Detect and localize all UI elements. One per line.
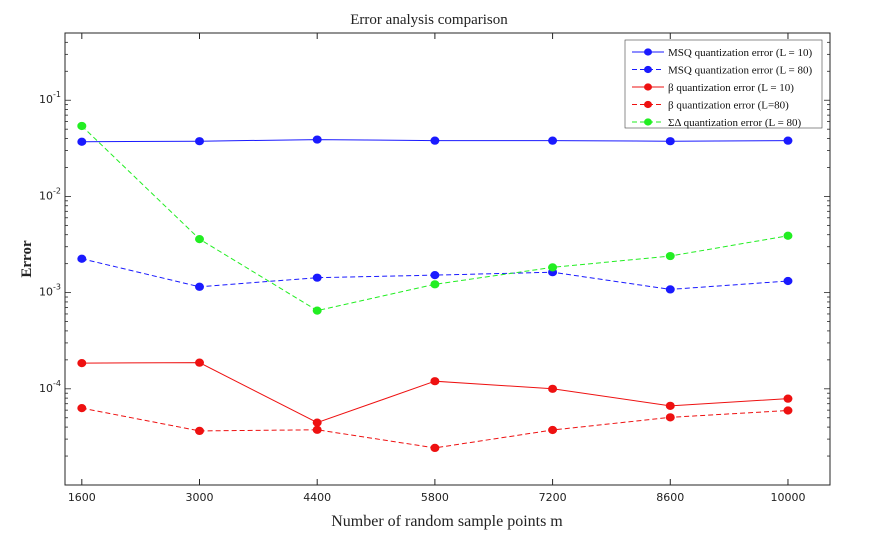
- x-tick-label: 7200: [539, 491, 567, 504]
- data-point: [548, 384, 558, 393]
- y-tick-label: 10-3: [39, 283, 61, 299]
- series-4: [77, 404, 793, 453]
- data-point: [665, 285, 675, 294]
- data-point: [665, 137, 675, 146]
- data-point: [195, 282, 205, 291]
- series-2: [77, 254, 793, 294]
- data-point: [783, 394, 793, 403]
- data-point: [77, 254, 87, 263]
- legend-marker: [644, 100, 652, 109]
- data-point: [783, 136, 793, 145]
- data-point: [312, 425, 322, 434]
- chart-title: Error analysis comparison: [350, 12, 508, 28]
- data-point: [195, 358, 205, 367]
- x-axis-title: Number of random sample points m: [331, 513, 563, 530]
- legend: MSQ quantization error (L = 10) MSQ quant…: [624, 39, 823, 129]
- data-point: [312, 135, 322, 144]
- series-1: [77, 135, 793, 146]
- x-tick-label: 3000: [186, 491, 214, 504]
- x-tick-label: 10000: [770, 491, 805, 504]
- data-point: [195, 137, 205, 146]
- data-point: [430, 377, 440, 386]
- legend-label: ΣΔ quantization error (L = 80): [668, 117, 802, 129]
- data-point: [312, 306, 322, 315]
- series-3: [77, 358, 793, 427]
- data-point: [430, 280, 440, 289]
- legend-label: MSQ quantization error (L = 80): [668, 65, 813, 77]
- data-point: [548, 263, 558, 272]
- y-tick-label: 10-1: [39, 90, 61, 106]
- legend-label: MSQ quantization error (L = 10): [668, 47, 813, 59]
- data-point: [312, 273, 322, 282]
- plot-frame: [64, 32, 831, 486]
- data-point: [430, 443, 440, 453]
- legend-label: β quantization error (L=80): [668, 100, 789, 112]
- legend-marker: [644, 65, 652, 74]
- data-point: [783, 231, 793, 240]
- data-point: [77, 359, 87, 368]
- plot-area: [64, 32, 831, 486]
- data-point: [548, 425, 558, 435]
- x-tick-label: 5800: [421, 491, 449, 504]
- legend-label: β quantization error (L = 10): [668, 82, 794, 94]
- data-point: [77, 121, 87, 131]
- axis-ticks: 1600 3000 4400 5800 7200 8600 10000 10-1 10-2 10-…: [39, 32, 830, 504]
- x-tick-label: 1600: [68, 491, 96, 504]
- data-point: [665, 413, 675, 422]
- legend-marker: [644, 118, 652, 126]
- data-point: [195, 426, 205, 436]
- data-point: [430, 136, 440, 145]
- data-point: [312, 418, 322, 427]
- legend-box: [624, 39, 823, 129]
- y-axis-title: Error: [19, 240, 35, 278]
- data-point: [77, 137, 87, 146]
- data-point: [430, 271, 440, 280]
- data-point: [783, 406, 793, 415]
- data-point: [195, 235, 205, 244]
- series-layer: [77, 121, 793, 453]
- x-tick-label: 8600: [656, 491, 684, 504]
- x-tick-label: 4400: [303, 491, 331, 504]
- y-tick-label: 10-4: [39, 379, 61, 395]
- data-point: [665, 401, 675, 410]
- y-tick-label: 10-2: [39, 186, 61, 202]
- legend-marker: [644, 83, 652, 91]
- series-5: [77, 121, 793, 315]
- data-point: [783, 276, 793, 286]
- data-point: [665, 251, 675, 261]
- data-point: [548, 136, 558, 145]
- data-point: [77, 404, 87, 413]
- legend-marker: [644, 48, 652, 56]
